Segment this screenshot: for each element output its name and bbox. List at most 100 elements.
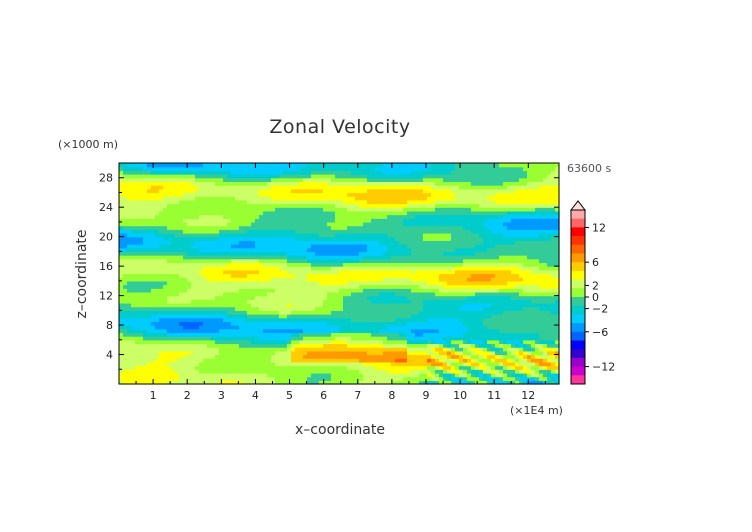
heatmap-cell <box>323 255 328 260</box>
heatmap-cell <box>287 174 292 179</box>
heatmap-cell <box>147 317 152 322</box>
heatmap-cell <box>291 203 296 208</box>
heatmap-cell <box>271 166 276 171</box>
heatmap-cell <box>287 347 292 352</box>
heatmap-cell <box>335 258 340 264</box>
heatmap-cell <box>231 302 236 308</box>
heatmap-cell <box>443 347 448 352</box>
heatmap-cell <box>443 372 448 378</box>
heatmap-cell <box>211 365 216 370</box>
heatmap-cell <box>239 280 244 286</box>
heatmap-cell <box>423 361 428 367</box>
heatmap-cell <box>155 339 160 345</box>
heatmap-cell <box>187 280 192 286</box>
heatmap-cell <box>223 170 228 175</box>
heatmap-cell <box>395 196 400 201</box>
heatmap-cell <box>447 244 452 249</box>
heatmap-cell <box>411 262 416 267</box>
heatmap-cell <box>235 192 240 197</box>
heatmap-cell <box>367 269 372 275</box>
heatmap-cell <box>355 269 360 275</box>
heatmap-cell <box>175 203 180 208</box>
heatmap-cell <box>303 336 308 341</box>
heatmap-cell <box>327 302 332 308</box>
heatmap-cell <box>279 247 284 252</box>
heatmap-cell <box>135 221 140 227</box>
heatmap-cell <box>255 317 260 322</box>
heatmap-cell <box>279 336 284 341</box>
heatmap-cell <box>287 251 292 256</box>
heatmap-cell <box>183 369 188 374</box>
heatmap-cell <box>263 332 268 337</box>
heatmap-cell <box>131 163 136 168</box>
heatmap-cell <box>431 284 436 289</box>
heatmap-cell <box>295 225 300 230</box>
heatmap-cell <box>151 288 156 293</box>
heatmap-cell <box>307 302 312 308</box>
heatmap-cell <box>187 185 192 190</box>
heatmap-cell <box>395 310 400 315</box>
heatmap-cell <box>267 299 272 304</box>
heatmap-cell <box>143 361 148 367</box>
heatmap-cell <box>355 255 360 260</box>
heatmap-cell <box>327 251 332 256</box>
heatmap-cell <box>283 380 288 385</box>
heatmap-cell <box>379 273 384 278</box>
heatmap-cell <box>443 376 448 381</box>
heatmap-cell <box>207 302 212 308</box>
heatmap-cell <box>167 380 172 385</box>
heatmap-cell <box>371 269 376 275</box>
heatmap-cell <box>315 361 320 367</box>
heatmap-cell <box>415 262 420 267</box>
heatmap-cell <box>411 236 416 241</box>
heatmap-cell <box>131 332 136 337</box>
heatmap-cell <box>187 266 192 271</box>
heatmap-cell <box>159 221 164 227</box>
heatmap-cell <box>319 199 324 205</box>
heatmap-cell <box>239 181 244 186</box>
heatmap-cell <box>303 280 308 286</box>
heatmap-cell <box>307 207 312 212</box>
heatmap-cell <box>127 221 132 227</box>
heatmap-cell <box>167 174 172 179</box>
heatmap-cell <box>383 291 388 297</box>
heatmap-cell <box>299 280 304 286</box>
heatmap-cell <box>239 347 244 352</box>
heatmap-cell <box>163 347 168 352</box>
heatmap-cell <box>295 203 300 208</box>
heatmap-cell <box>287 196 292 201</box>
heatmap-cell <box>383 262 388 267</box>
heatmap-cell <box>275 339 280 345</box>
heatmap-cell <box>231 365 236 370</box>
heatmap-cell <box>367 244 372 249</box>
heatmap-cell <box>367 177 372 183</box>
heatmap-cell <box>319 314 324 319</box>
heatmap-cell <box>311 361 316 367</box>
heatmap-cell <box>147 185 152 190</box>
heatmap-cell <box>267 350 272 356</box>
heatmap-cell <box>231 258 236 264</box>
heatmap-cell <box>343 181 348 186</box>
heatmap-cell <box>343 325 348 330</box>
heatmap-cell <box>387 314 392 319</box>
heatmap-cell <box>255 310 260 315</box>
heatmap-cell <box>147 350 152 356</box>
heatmap-cell <box>295 255 300 260</box>
heatmap-cell <box>435 214 440 219</box>
heatmap-cell <box>275 255 280 260</box>
heatmap-cell <box>419 295 424 300</box>
heatmap-cell <box>247 188 252 194</box>
heatmap-cell <box>243 244 248 249</box>
heatmap-cell <box>231 185 236 190</box>
heatmap-cell <box>391 365 396 370</box>
heatmap-cell <box>379 295 384 300</box>
heatmap-cell <box>423 336 428 341</box>
heatmap-cell <box>159 358 164 363</box>
heatmap-cell <box>175 280 180 286</box>
heatmap-cell <box>147 347 152 352</box>
heatmap-cell <box>135 196 140 201</box>
heatmap-cell <box>231 358 236 363</box>
heatmap-cell <box>283 185 288 190</box>
heatmap-cell <box>255 199 260 205</box>
heatmap-cell <box>303 365 308 370</box>
